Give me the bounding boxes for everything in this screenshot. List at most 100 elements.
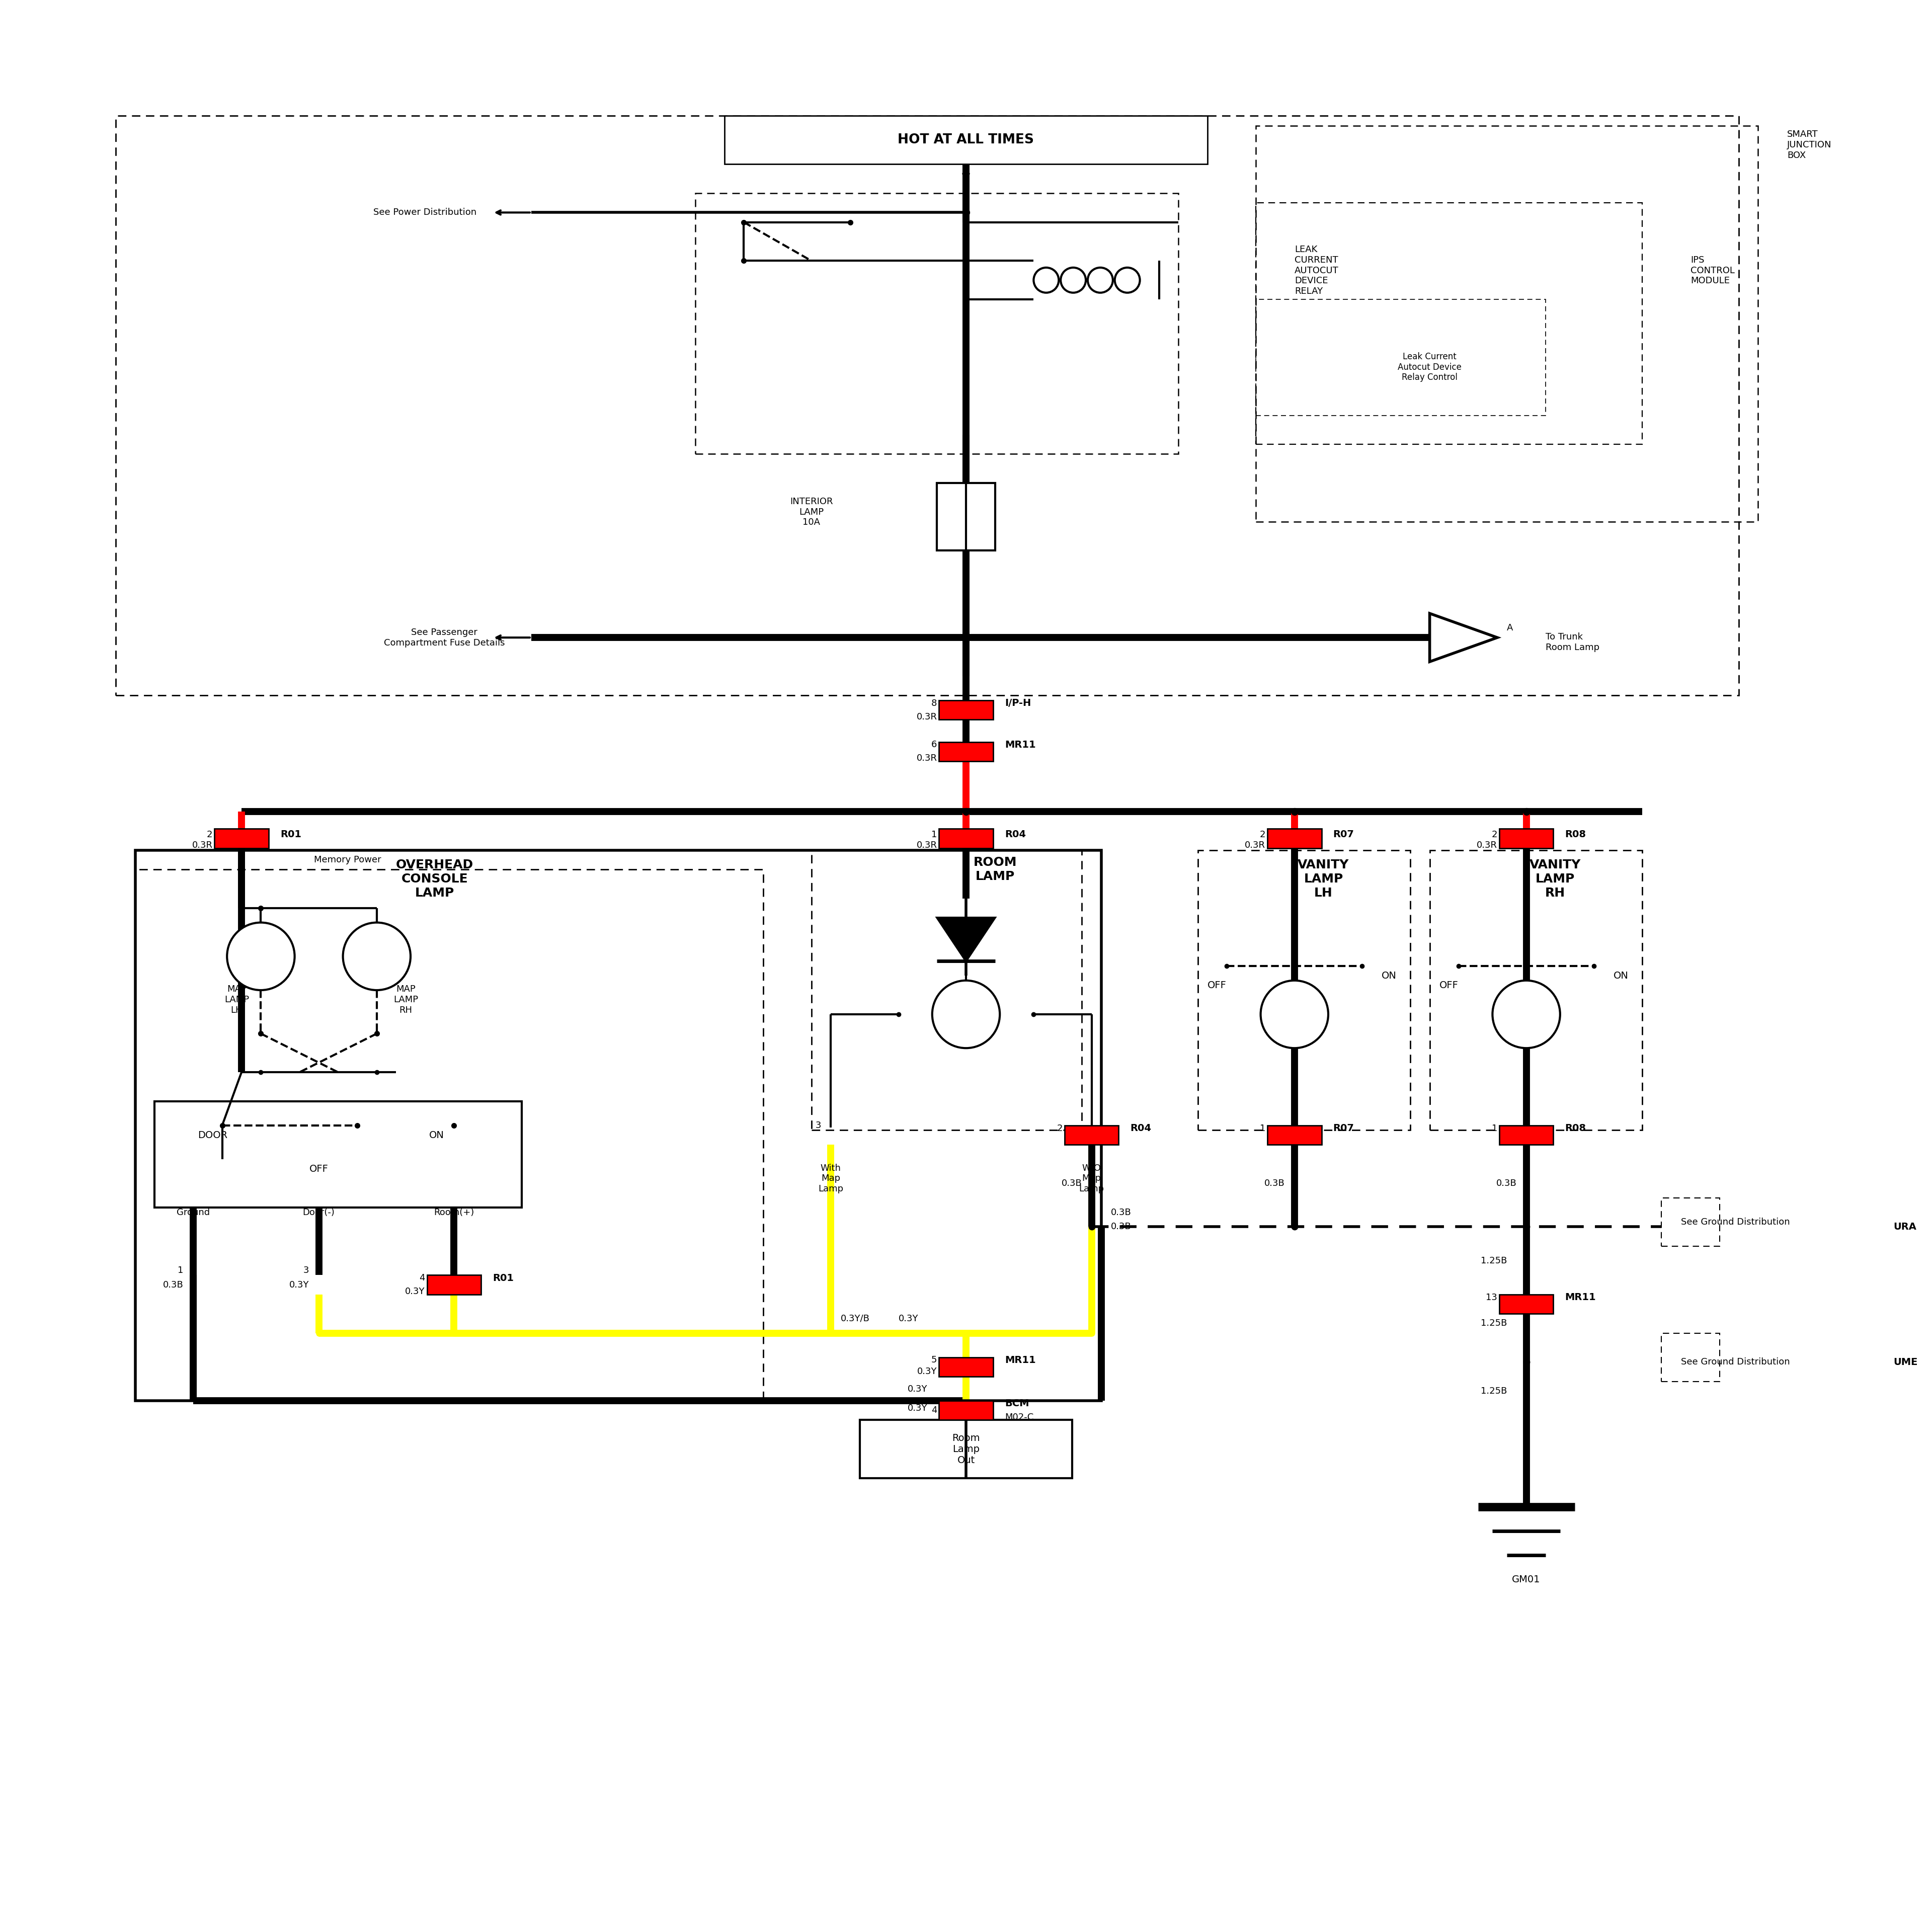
Bar bbox=[1662, 1198, 1719, 1246]
Text: 2: 2 bbox=[1057, 1124, 1063, 1132]
Bar bbox=[939, 701, 993, 721]
Text: MR11: MR11 bbox=[1565, 1293, 1596, 1302]
Text: MR11: MR11 bbox=[1005, 740, 1036, 750]
Circle shape bbox=[1115, 269, 1140, 294]
Text: OVERHEAD
CONSOLE
LAMP: OVERHEAD CONSOLE LAMP bbox=[396, 860, 473, 898]
Circle shape bbox=[342, 923, 410, 991]
Text: 0.3Y: 0.3Y bbox=[406, 1287, 425, 1296]
Bar bbox=[1256, 126, 1758, 522]
Bar bbox=[427, 1275, 481, 1294]
Circle shape bbox=[1260, 981, 1327, 1047]
Text: 0.3Y: 0.3Y bbox=[908, 1385, 927, 1393]
Text: R07: R07 bbox=[1333, 831, 1354, 838]
Text: MR11: MR11 bbox=[1005, 1356, 1036, 1364]
Text: OFF: OFF bbox=[1439, 981, 1459, 989]
Text: 0.3Y: 0.3Y bbox=[918, 1368, 937, 1376]
Bar bbox=[1256, 299, 1546, 415]
Text: OFF: OFF bbox=[1208, 981, 1227, 989]
Text: ROOM
LAMP: ROOM LAMP bbox=[974, 856, 1016, 883]
Bar bbox=[1267, 829, 1321, 848]
Text: 2: 2 bbox=[1492, 831, 1497, 838]
Text: 0.3R: 0.3R bbox=[916, 840, 937, 850]
Text: 3: 3 bbox=[815, 1121, 821, 1130]
Text: M02-C: M02-C bbox=[1005, 1412, 1034, 1422]
Text: See Ground Distribution: See Ground Distribution bbox=[1681, 1217, 1789, 1227]
Bar bbox=[696, 193, 1179, 454]
Bar bbox=[155, 1101, 522, 1208]
Circle shape bbox=[1034, 269, 1059, 294]
Text: e: e bbox=[259, 952, 263, 960]
Text: 0.3R: 0.3R bbox=[916, 713, 937, 721]
Text: DOOR: DOOR bbox=[197, 1130, 228, 1140]
Text: 3: 3 bbox=[303, 1265, 309, 1275]
Text: R07: R07 bbox=[1333, 1124, 1354, 1132]
Text: See Passenger
Compartment Fuse Details: See Passenger Compartment Fuse Details bbox=[384, 628, 504, 647]
Text: 1: 1 bbox=[931, 831, 937, 838]
Text: 0.3Y: 0.3Y bbox=[898, 1314, 918, 1323]
Text: 0.3R: 0.3R bbox=[1244, 840, 1265, 850]
Text: OFF: OFF bbox=[309, 1165, 328, 1173]
Text: 1: 1 bbox=[1492, 1124, 1497, 1132]
Text: 1: 1 bbox=[178, 1265, 184, 1275]
Text: 1.25B: 1.25B bbox=[1480, 1256, 1507, 1265]
Bar bbox=[860, 1420, 1072, 1478]
Text: 4: 4 bbox=[419, 1273, 425, 1283]
Bar bbox=[1662, 1333, 1719, 1381]
Bar bbox=[135, 869, 763, 1401]
Text: INTERIOR
LAMP
10A: INTERIOR LAMP 10A bbox=[790, 497, 833, 527]
Bar bbox=[1499, 829, 1553, 848]
Text: Room
Lamp
Out: Room Lamp Out bbox=[952, 1434, 980, 1464]
Text: R08: R08 bbox=[1565, 1124, 1586, 1132]
Text: 0.3Y/B: 0.3Y/B bbox=[840, 1314, 869, 1323]
Text: 6: 6 bbox=[931, 740, 937, 750]
Text: HOT AT ALL TIMES: HOT AT ALL TIMES bbox=[898, 133, 1034, 147]
Bar bbox=[116, 116, 1739, 696]
Text: Memory Power: Memory Power bbox=[315, 856, 381, 864]
Text: 1.25B: 1.25B bbox=[1480, 1387, 1507, 1395]
Text: VANITY
LAMP
LH: VANITY LAMP LH bbox=[1298, 860, 1349, 898]
Text: 0.3B: 0.3B bbox=[1111, 1223, 1132, 1231]
Bar bbox=[214, 829, 269, 848]
Text: UME: UME bbox=[1893, 1358, 1918, 1366]
Bar bbox=[135, 850, 1101, 1401]
Text: 2: 2 bbox=[1260, 831, 1265, 838]
Bar bbox=[1256, 203, 1642, 444]
Bar bbox=[1499, 1124, 1553, 1144]
Text: 13: 13 bbox=[1486, 1293, 1497, 1302]
Bar bbox=[939, 742, 993, 761]
Bar bbox=[1430, 850, 1642, 1130]
Bar bbox=[939, 1356, 993, 1376]
Circle shape bbox=[228, 923, 294, 991]
Bar bbox=[1065, 1124, 1119, 1144]
Circle shape bbox=[1088, 269, 1113, 294]
Text: 8: 8 bbox=[931, 699, 937, 707]
Text: 0.3B: 0.3B bbox=[1264, 1179, 1285, 1188]
Text: ON: ON bbox=[429, 1130, 444, 1140]
Text: ON: ON bbox=[1613, 972, 1629, 980]
Text: 0.3R: 0.3R bbox=[191, 840, 213, 850]
Polygon shape bbox=[937, 918, 995, 962]
Text: To Trunk
Room Lamp: To Trunk Room Lamp bbox=[1546, 632, 1600, 653]
Bar bbox=[1499, 1294, 1553, 1314]
Text: BCM: BCM bbox=[1005, 1399, 1030, 1408]
Bar bbox=[725, 116, 1208, 164]
Text: 2: 2 bbox=[207, 831, 213, 838]
Text: 0.3B: 0.3B bbox=[162, 1281, 184, 1289]
Text: LEAK
CURRENT
AUTOCUT
DEVICE
RELAY: LEAK CURRENT AUTOCUT DEVICE RELAY bbox=[1294, 245, 1339, 296]
Text: Room(+): Room(+) bbox=[435, 1208, 473, 1217]
Text: See Ground Distribution: See Ground Distribution bbox=[1681, 1358, 1789, 1366]
Text: Ground: Ground bbox=[176, 1208, 211, 1217]
Circle shape bbox=[1492, 981, 1559, 1047]
Text: W/O
Map
Lamp: W/O Map Lamp bbox=[1078, 1163, 1105, 1194]
Text: e: e bbox=[1293, 1010, 1296, 1018]
Text: ON: ON bbox=[1381, 972, 1397, 980]
Polygon shape bbox=[1430, 614, 1497, 661]
Text: MAP
LAMP
LH: MAP LAMP LH bbox=[224, 985, 249, 1014]
Text: R04: R04 bbox=[1130, 1124, 1151, 1132]
Text: R01: R01 bbox=[280, 831, 301, 838]
Text: 0.3R: 0.3R bbox=[916, 753, 937, 763]
Text: 1: 1 bbox=[1260, 1124, 1265, 1132]
Text: I/P-H: I/P-H bbox=[1005, 699, 1032, 707]
Text: 5: 5 bbox=[931, 1356, 937, 1364]
Text: 1.25B: 1.25B bbox=[1480, 1320, 1507, 1327]
